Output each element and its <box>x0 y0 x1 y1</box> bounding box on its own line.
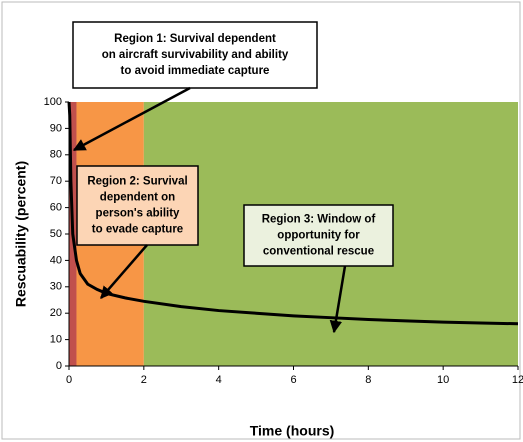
annotation-text: dependent on <box>100 192 175 204</box>
annotation-text: Region 1: Survival dependent <box>114 33 276 45</box>
x-tick-label: 12 <box>512 374 523 386</box>
annotation-text: opportunity for <box>277 230 360 242</box>
x-tick-label: 10 <box>437 374 449 386</box>
annotation-text: person's ability <box>96 208 181 220</box>
annotation-box <box>243 204 394 267</box>
x-axis-label: Time (hours) <box>250 423 335 439</box>
y-tick-label: 80 <box>50 149 62 161</box>
y-tick-label: 30 <box>50 281 62 293</box>
annotation-text: to evade capture <box>92 224 183 236</box>
y-tick-label: 50 <box>50 228 62 240</box>
line-series <box>67 101 519 326</box>
x-tick-label: 4 <box>216 374 222 386</box>
annotation-text: to avoid immediate capture <box>121 65 270 77</box>
annotation-text: on aircraft survivability and ability <box>102 49 289 61</box>
x-tick-label: 0 <box>66 374 72 386</box>
y-tick-label: 60 <box>50 202 62 214</box>
y-tick-label: 40 <box>50 254 62 266</box>
y-tick-label: 70 <box>50 175 62 187</box>
y-axis-label: Rescuability (percent) <box>13 161 29 307</box>
annotation-text: Region 2: Survival <box>87 176 187 188</box>
annotation-arrow <box>72 86 191 152</box>
y-tick-label: 0 <box>56 360 62 372</box>
annotation-arrow <box>329 265 347 334</box>
x-tick-label: 6 <box>290 374 296 386</box>
annotation-arrow <box>100 244 148 299</box>
y-tick-label: 100 <box>44 96 62 108</box>
x-tick-label: 2 <box>141 374 147 386</box>
annotation-text: Region 3: Window of <box>262 214 376 226</box>
annotation-box <box>72 21 318 89</box>
y-tick-label: 90 <box>50 122 62 134</box>
annotation-box <box>76 165 199 246</box>
y-tick-label: 10 <box>50 334 62 346</box>
x-tick-label: 8 <box>365 374 371 386</box>
annotation-text: conventional rescue <box>263 246 374 258</box>
y-tick-label: 20 <box>50 307 62 319</box>
